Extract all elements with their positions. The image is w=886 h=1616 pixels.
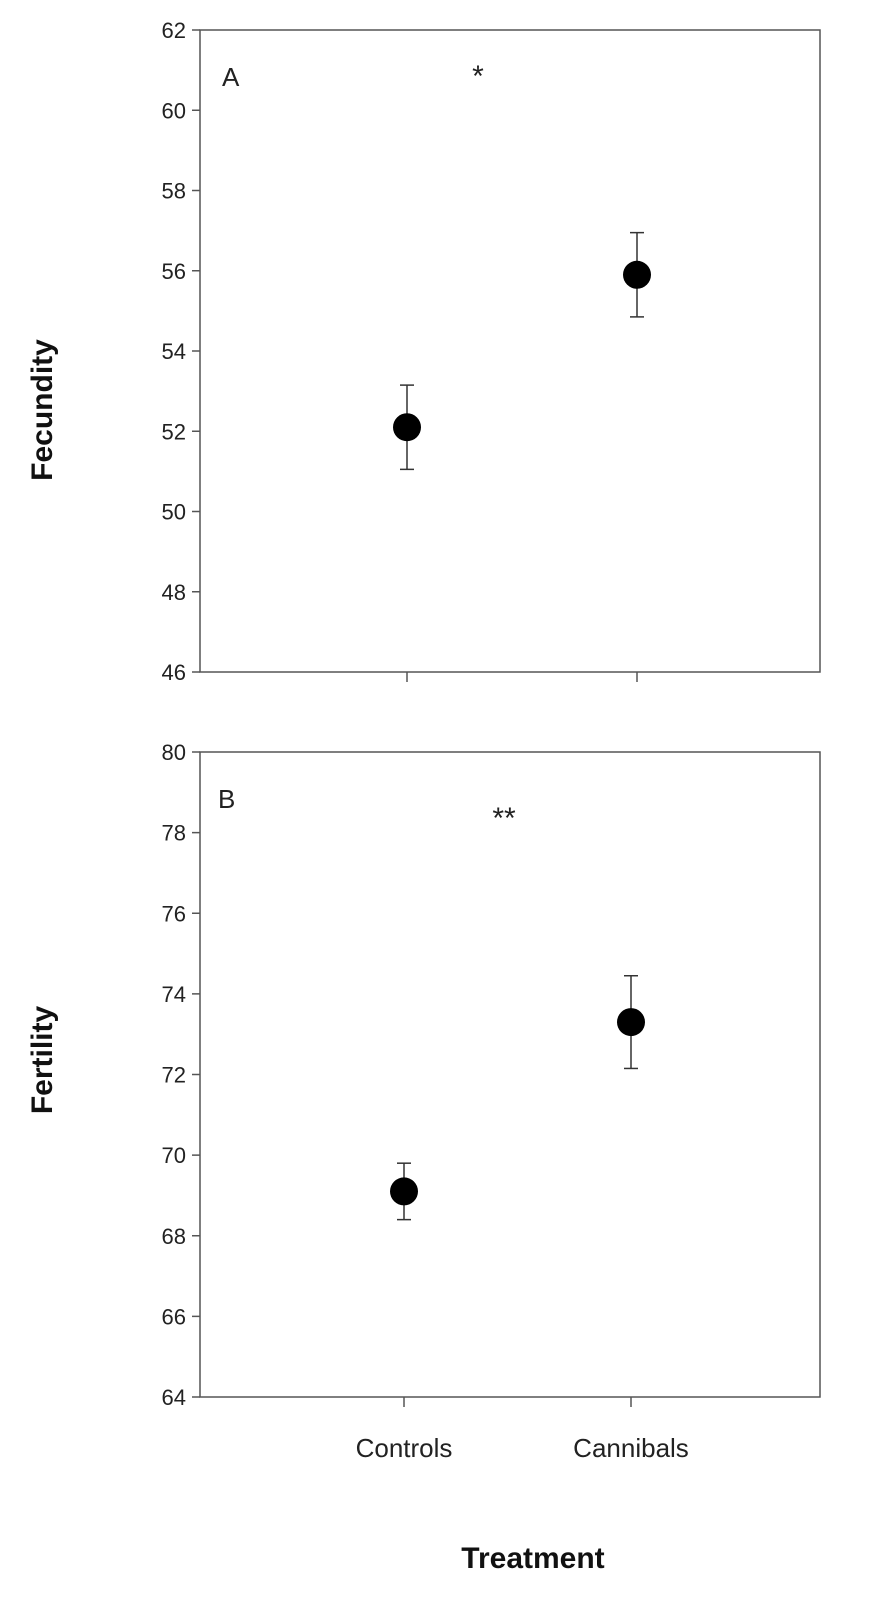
y-tick-label: 48: [162, 580, 186, 605]
y-tick-label: 76: [162, 901, 186, 926]
chart-panel-b: B ** Fertility 64 66 68 70 72 74 76 78 80 Contro…: [26, 740, 821, 1463]
y-ticks-b: 64 66 68 70 72 74 76 78 80: [162, 740, 200, 1410]
y-tick-label: 64: [162, 1385, 186, 1410]
y-tick-label: 50: [162, 500, 186, 525]
y-tick-label: 46: [162, 660, 186, 685]
data-points-a: [393, 231, 651, 471]
x-tick-label: Cannibals: [573, 1433, 689, 1463]
y-tick-label: 68: [162, 1224, 186, 1249]
y-tick-label: 60: [162, 98, 186, 123]
data-point-controls: [390, 1177, 418, 1206]
y-tick-label: 66: [162, 1304, 186, 1329]
y-axis-label-b: Fertility: [26, 1006, 59, 1115]
panel-label-a: A: [222, 62, 240, 92]
plot-frame-b: [199, 751, 821, 1398]
y-tick-label: 74: [162, 982, 186, 1007]
x-axis-title: Treatment: [461, 1542, 604, 1575]
y-tick-label: 62: [162, 18, 186, 43]
y-tick-label: 70: [162, 1143, 186, 1168]
x-ticks-b: Controls Cannibals: [356, 1397, 689, 1463]
y-tick-label: 54: [162, 339, 186, 364]
significance-marker-a: *: [472, 60, 484, 93]
y-axis-label-a: Fecundity: [26, 339, 59, 481]
y-tick-label: 58: [162, 179, 186, 204]
data-point-cannibals: [617, 1008, 645, 1037]
x-tick-label: Controls: [356, 1433, 453, 1463]
data-point-cannibals: [623, 260, 651, 289]
plot-frame-a: [199, 29, 821, 673]
x-ticks-a: [406, 672, 638, 682]
y-tick-label: 78: [162, 821, 186, 846]
chart-panel-a: A * Fecundity 46 48 50 52 54 56 58 60 62: [26, 18, 821, 685]
panel-label-b: B: [218, 784, 235, 814]
data-points-b: [390, 974, 645, 1221]
data-point-controls: [393, 413, 421, 442]
y-ticks-a: 46 48 50 52 54 56 58 60 62: [162, 18, 200, 685]
y-tick-label: 80: [162, 740, 186, 765]
y-tick-label: 52: [162, 419, 186, 444]
y-tick-label: 56: [162, 259, 186, 284]
significance-marker-b: **: [492, 802, 516, 835]
y-tick-label: 72: [162, 1063, 186, 1088]
